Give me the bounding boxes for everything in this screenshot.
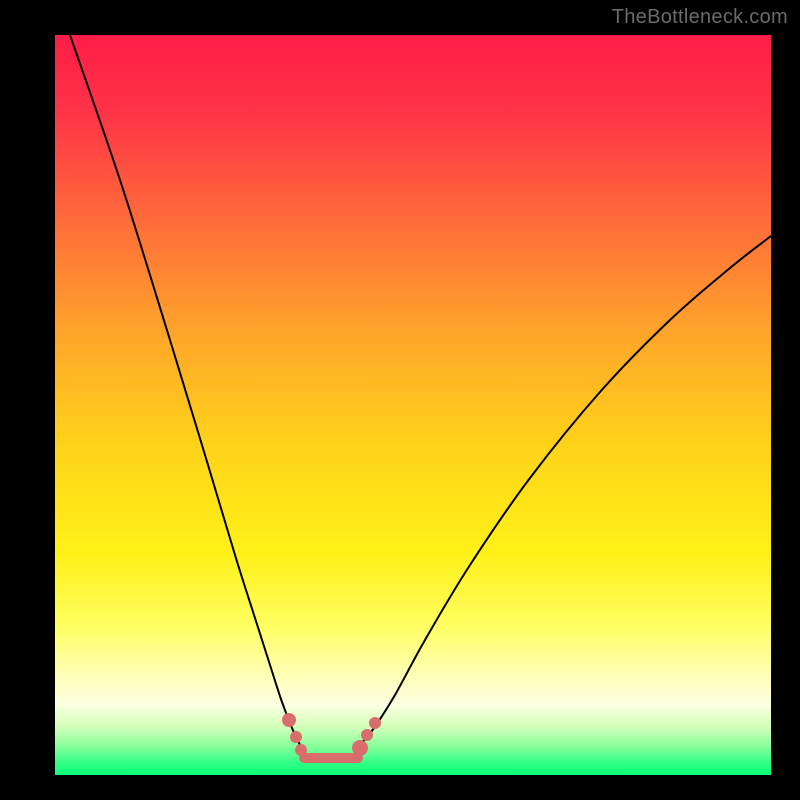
accent-marker (369, 717, 381, 729)
accent-marker (295, 744, 307, 756)
accent-marker (361, 729, 373, 741)
accent-marker (290, 731, 302, 743)
accent-marker (352, 740, 368, 756)
chart-stage: TheBottleneck.com (0, 0, 800, 800)
accent-marker (282, 713, 296, 727)
watermark-text: TheBottleneck.com (612, 6, 788, 29)
chart-background (55, 35, 771, 775)
bottleneck-curve-chart (0, 0, 800, 800)
